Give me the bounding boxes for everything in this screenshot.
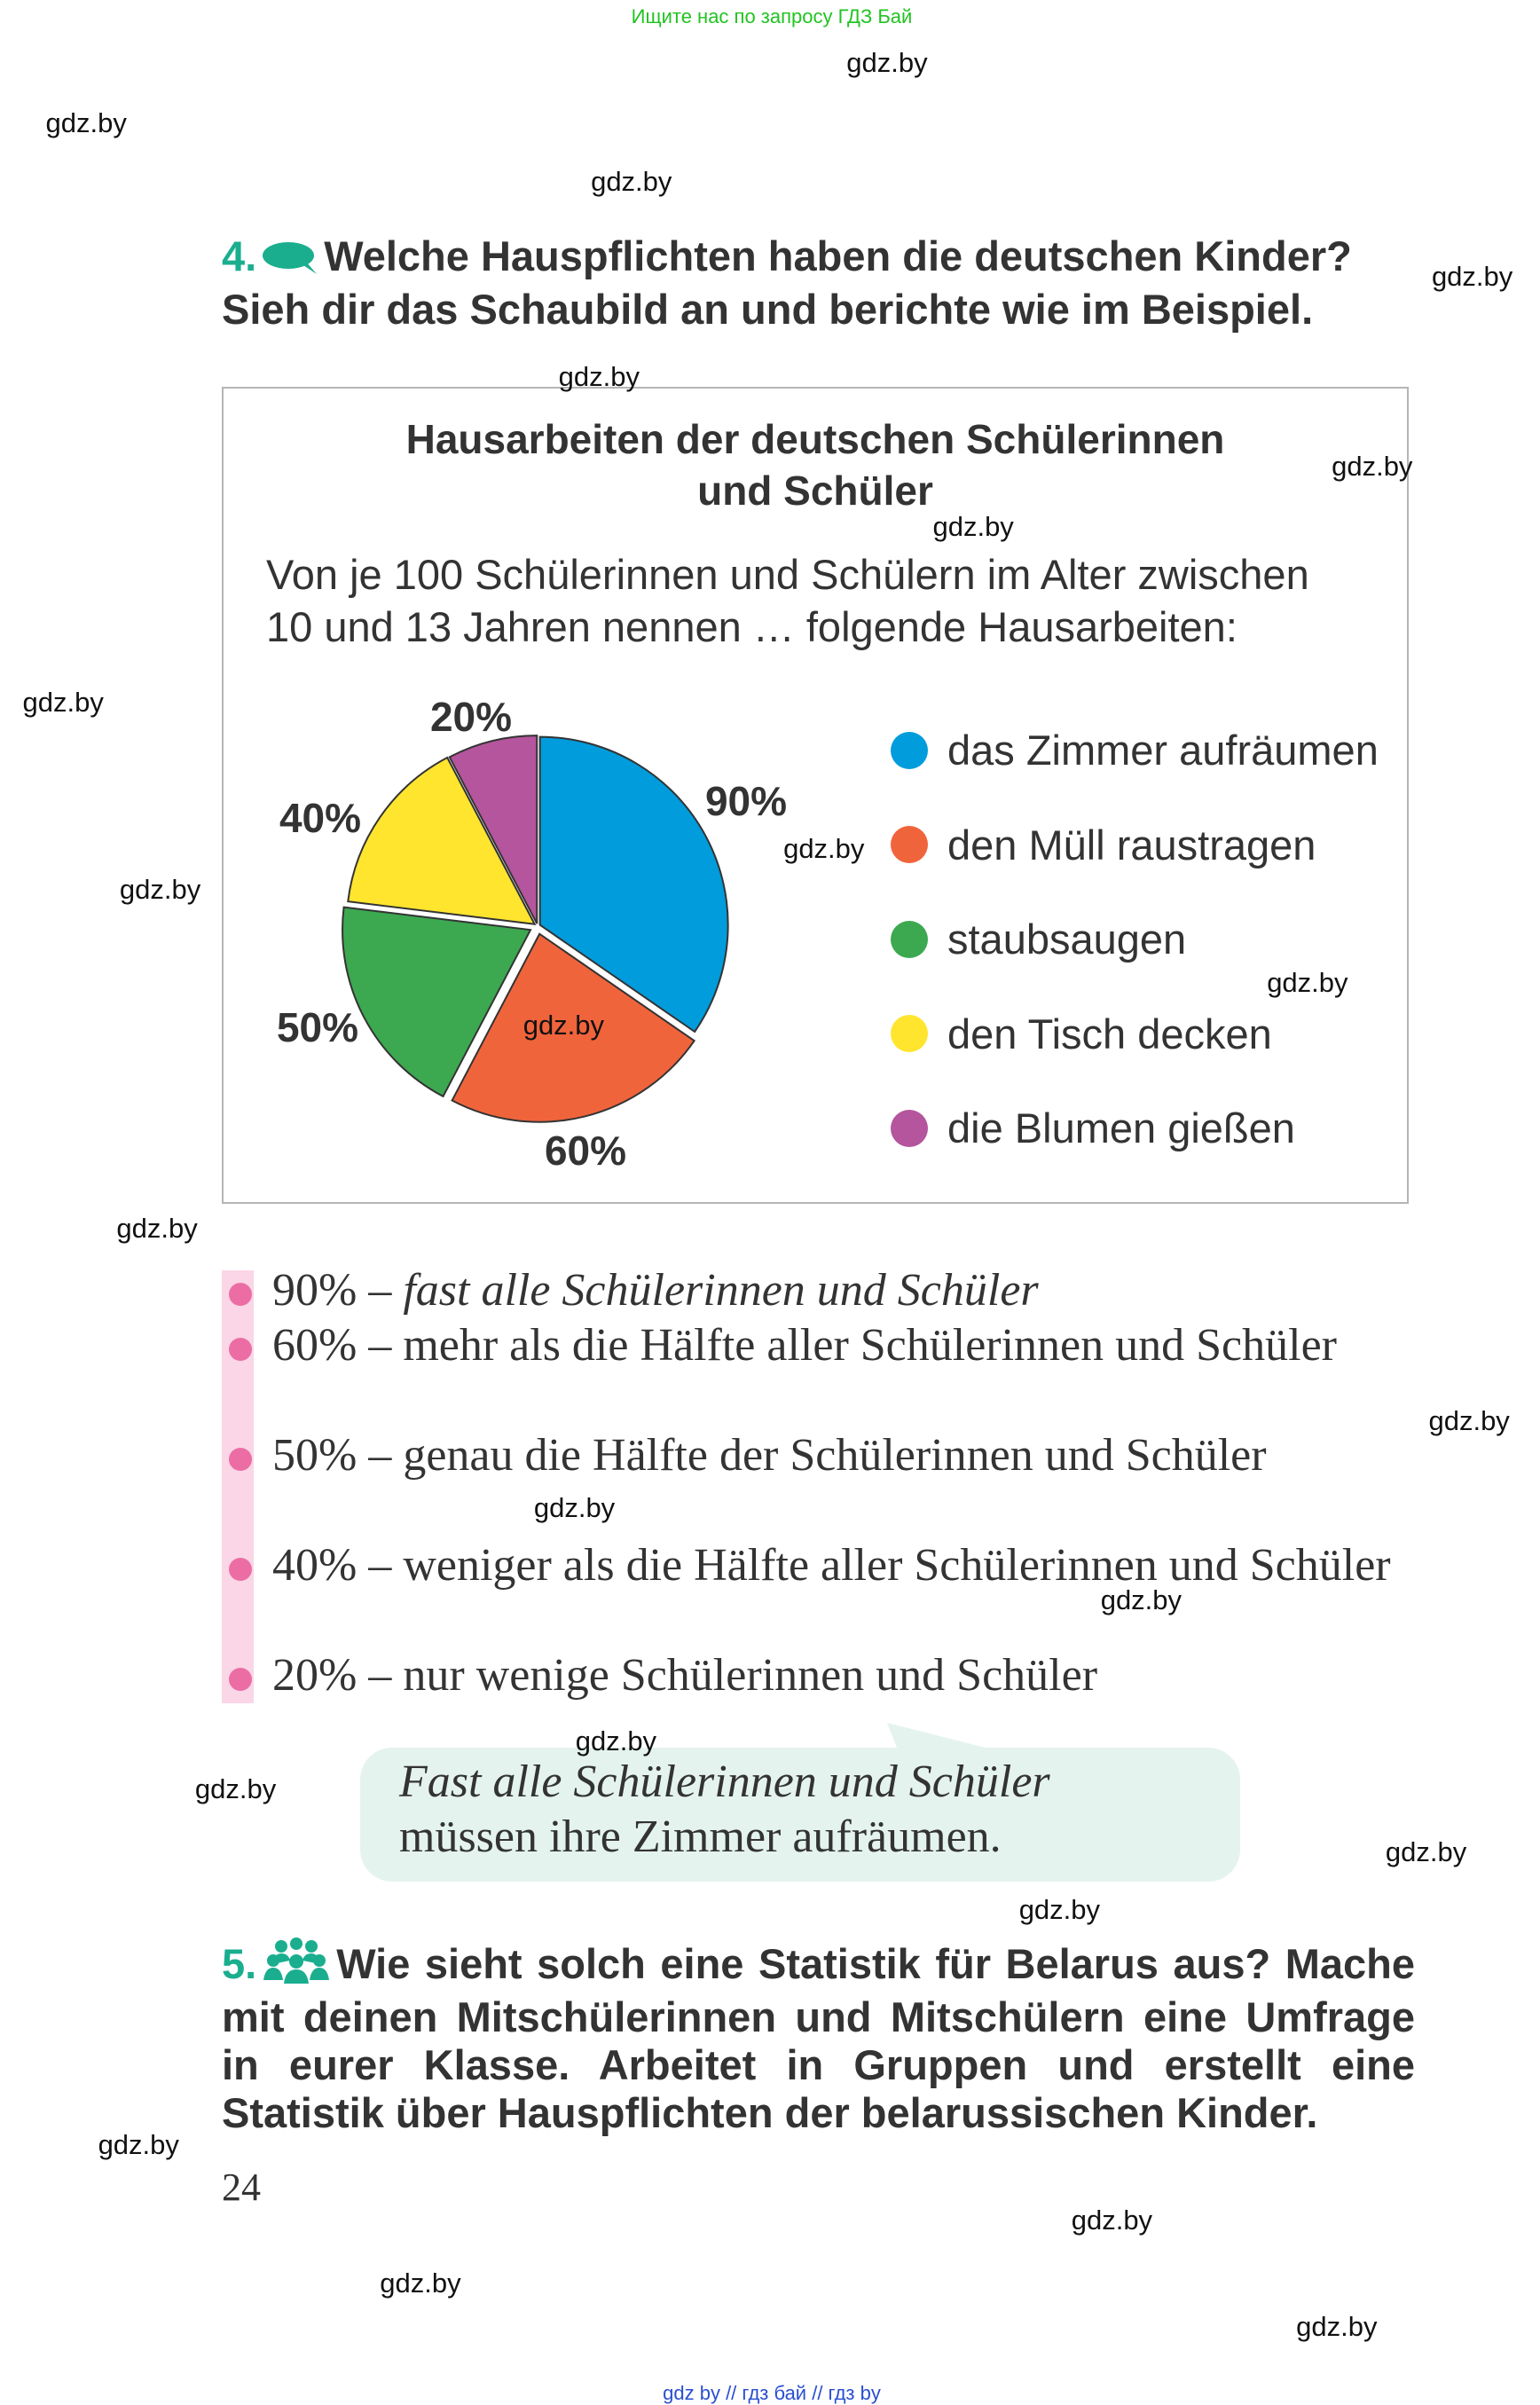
chart-subtitle-line2: 10 und 13 Jahren nennen … folgende Hausa…	[266, 603, 1238, 650]
pie-chart	[342, 735, 729, 1123]
watermark: gdz.by	[45, 106, 127, 138]
legend-swatch	[891, 1109, 928, 1147]
group-icon	[262, 1937, 331, 1993]
list-item: 20% – nur wenige Schülerinnen und Schüle…	[229, 1648, 1410, 1703]
task-4-line1: Welche Hauspflichten haben die deutschen…	[324, 232, 1352, 279]
watermark: gdz.by	[1296, 2311, 1378, 2343]
pie-slice	[451, 932, 696, 1123]
list-highlight-bar	[222, 1270, 254, 1703]
chart-title-line1: Hausarbeiten der deutschen Schülerinnen	[405, 416, 1225, 462]
list-meaning: mehr als die Hälfte aller Schülerinnen u…	[403, 1320, 1337, 1371]
legend-label: die Blumen gießen	[947, 1104, 1295, 1151]
list-percent: 40% –	[272, 1540, 404, 1591]
list-meaning: weniger als die Hälfte aller Schülerinne…	[403, 1540, 1391, 1591]
bullet-icon	[229, 1558, 252, 1581]
legend-swatch	[891, 826, 928, 863]
example-line1: Fast alle Schülerinnen und Schüler	[399, 1757, 1050, 1807]
watermark: gdz.by	[1385, 1836, 1467, 1868]
pie-slice	[538, 735, 729, 1034]
chart-subtitle-line1: Von je 100 Schülerinnen und Schülern im …	[266, 551, 1309, 598]
legend-item: staubsaugen	[891, 915, 1186, 963]
watermark: gdz.by	[1428, 1405, 1510, 1437]
list-meaning: fast alle Schülerinnen und Schüler	[403, 1265, 1039, 1316]
bullet-icon	[229, 1668, 252, 1691]
speech-bubble-icon	[262, 238, 318, 286]
list-percent: 60% –	[272, 1320, 404, 1371]
watermark: gdz.by	[558, 361, 640, 393]
chart-title-line2: und Schüler	[697, 468, 933, 514]
legend-label: das Zimmer aufräumen	[947, 727, 1379, 774]
legend-item: die Blumen gießen	[891, 1104, 1295, 1152]
watermark: gdz.by	[1018, 1893, 1101, 1925]
pie-data-label: 50%	[276, 1004, 359, 1050]
legend-item: das Zimmer aufräumen	[891, 726, 1379, 774]
watermark: gdz.by	[846, 47, 928, 79]
task-5-text: Wie sieht solch eine Statistik für Belar…	[222, 1940, 1415, 2136]
watermark: gdz.by	[575, 1725, 657, 1757]
bullet-icon	[229, 1338, 252, 1361]
bullet-icon	[229, 1448, 252, 1471]
example-speech-bubble: Fast alle Schülerinnen und Schüler müsse…	[360, 1748, 1240, 1882]
watermark: gdz.by	[783, 832, 865, 864]
chart-subtitle: Von je 100 Schülerinnen und Schülern im …	[266, 548, 1309, 653]
pie-data-label: 60%	[544, 1128, 627, 1174]
footer-links[interactable]: gdz by // гдз бай // гдз by	[663, 2382, 881, 2404]
watermark: gdz.by	[932, 510, 1014, 542]
example-text: Fast alle Schülerinnen und Schüler müsse…	[399, 1755, 1050, 1865]
pie-slice	[342, 906, 532, 1098]
watermark: gdz.by	[194, 1773, 277, 1805]
pie-slice	[347, 756, 537, 925]
pie-data-label: 20%	[429, 694, 513, 740]
list-meaning: nur wenige Schülerinnen und Schüler	[403, 1650, 1098, 1701]
legend-label: den Tisch decken	[947, 1010, 1272, 1057]
watermark: gdz.by	[1071, 2205, 1153, 2236]
watermark: gdz.by	[1100, 1584, 1182, 1615]
legend-item: den Müll raustragen	[891, 821, 1316, 869]
watermark: gdz.by	[1431, 261, 1513, 293]
search-hint-link[interactable]: Ищите нас по запросу ГДЗ Бай	[631, 5, 913, 28]
list-percent: 20% –	[272, 1650, 404, 1701]
pie-slice	[448, 735, 538, 924]
list-percent: 50% –	[272, 1430, 404, 1481]
watermark: gdz.by	[98, 2129, 179, 2161]
legend-label: den Müll raustragen	[947, 821, 1316, 868]
list-item: 60% – mehr als die Hälfte aller Schüleri…	[229, 1318, 1410, 1373]
legend-swatch	[891, 731, 928, 769]
watermark: gdz.by	[116, 1213, 198, 1245]
list-item: 90% – fast alle Schülerinnen und Schüler	[229, 1263, 1410, 1318]
watermark: gdz.by	[119, 874, 201, 906]
watermark: gdz.by	[22, 686, 104, 718]
list-percent: 90% –	[272, 1265, 404, 1316]
task-5-heading: 5. Wie sieht solch eine Statistik für Bel…	[222, 1937, 1415, 2137]
bullet-icon	[229, 1283, 252, 1306]
watermark: gdz.by	[533, 1491, 616, 1523]
page-number: 24	[222, 2165, 261, 2209]
list-item: 50% – genau die Hälfte der Schülerinnen …	[229, 1428, 1410, 1483]
task-4-heading: 4. Welche Hauspflichten haben die deutsch…	[222, 232, 1415, 334]
list-meaning: genau die Hälfte der Schülerinnen und Sc…	[403, 1430, 1267, 1481]
watermark: gdz.by	[1332, 451, 1413, 482]
task-number: 5.	[222, 1940, 257, 1987]
watermark: gdz.by	[380, 2267, 461, 2299]
task-number: 4.	[222, 232, 257, 279]
chart-title: Hausarbeiten der deutschen Schülerinnen …	[224, 413, 1407, 516]
legend-swatch	[891, 920, 928, 958]
watermark: gdz.by	[1267, 966, 1348, 998]
list-item: 40% – weniger als die Hälfte aller Schül…	[229, 1538, 1410, 1593]
pie-data-label: 90%	[704, 778, 788, 824]
legend-swatch	[891, 1015, 928, 1052]
watermark: gdz.by	[522, 1010, 605, 1041]
legend-label: staubsaugen	[947, 916, 1187, 963]
chart-box: Hausarbeiten der deutschen Schülerinnen …	[222, 387, 1409, 1204]
task-4-line2: Sieh dir das Schaubild an und berichte w…	[222, 286, 1314, 333]
pie-data-label: 40%	[279, 795, 362, 841]
example-line2: müssen ihre Zimmer aufräumen.	[399, 1812, 1002, 1862]
watermark: gdz.by	[591, 165, 672, 197]
legend-item: den Tisch decken	[891, 1010, 1272, 1058]
